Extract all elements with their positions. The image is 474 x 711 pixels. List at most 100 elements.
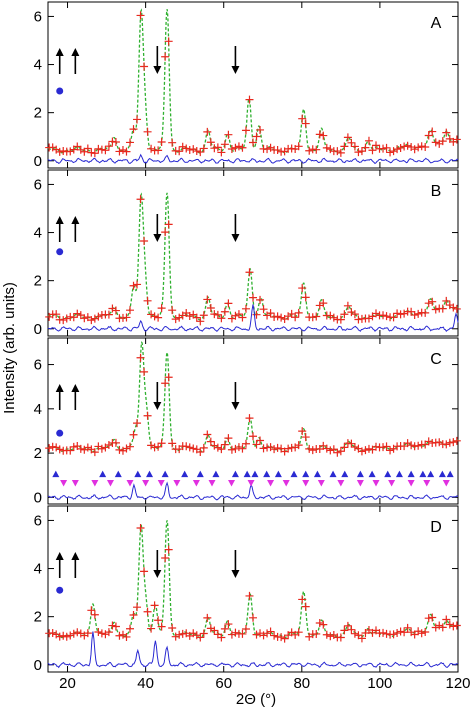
observed-point xyxy=(157,439,166,448)
observed-point xyxy=(312,145,321,154)
observed-point xyxy=(140,567,149,576)
observed-point xyxy=(256,295,265,304)
observed-point xyxy=(379,144,388,153)
y-tick-label: 2 xyxy=(34,609,42,626)
reflection-marker xyxy=(251,470,259,478)
observed-point xyxy=(168,439,177,448)
observed-point xyxy=(73,309,82,318)
observed-point xyxy=(147,144,156,153)
up-arrow-head xyxy=(71,48,80,56)
observed-point xyxy=(129,125,138,134)
observed-point xyxy=(83,629,92,638)
observed-point xyxy=(196,448,205,457)
y-tick-label: 4 xyxy=(34,561,42,578)
up-arrow-head xyxy=(55,216,64,224)
observed-point xyxy=(421,142,430,151)
observed-point xyxy=(210,310,219,319)
reflection-marker xyxy=(313,470,321,478)
observed-point xyxy=(69,313,78,322)
observed-point xyxy=(305,444,314,453)
observed-point xyxy=(104,310,113,319)
y-tick-label: 4 xyxy=(34,57,42,74)
reflection-marker xyxy=(341,470,349,478)
observed-point xyxy=(294,142,303,151)
observed-point xyxy=(115,445,124,454)
observed-point xyxy=(256,629,265,638)
observed-point xyxy=(140,62,149,71)
reflection-marker xyxy=(247,479,255,487)
observed-point xyxy=(171,632,180,641)
observed-point xyxy=(393,309,402,318)
observed-point xyxy=(154,616,163,625)
observed-point xyxy=(168,138,177,147)
observed-point xyxy=(45,444,54,453)
observed-point xyxy=(273,146,282,155)
observed-point xyxy=(185,145,194,154)
down-arrow-head xyxy=(153,570,162,578)
observed-point xyxy=(203,613,212,622)
panel-label: B xyxy=(431,183,442,200)
down-arrow-head xyxy=(231,570,240,578)
observed-point xyxy=(343,133,352,142)
observed-point xyxy=(182,442,191,451)
observed-point xyxy=(393,628,402,637)
observed-point xyxy=(435,438,444,447)
panel-c: 0 2 4 6 C xyxy=(34,337,461,506)
observed-point xyxy=(101,146,110,155)
observed-point xyxy=(252,310,261,319)
observed-point xyxy=(266,627,275,636)
observed-point xyxy=(238,313,247,322)
observed-point xyxy=(414,627,423,636)
observed-point xyxy=(452,135,461,144)
observed-point xyxy=(340,626,349,635)
observed-point xyxy=(414,309,423,318)
observed-point xyxy=(364,314,373,323)
reflection-marker xyxy=(388,479,396,487)
up-arrow-head xyxy=(55,552,64,560)
observed-point xyxy=(182,144,191,153)
observed-point xyxy=(129,611,138,620)
observed-point xyxy=(206,138,215,147)
reflection-marker xyxy=(192,479,200,487)
observed-point xyxy=(333,147,342,156)
reflection-marker xyxy=(60,479,68,487)
observed-point xyxy=(350,142,359,151)
observed-point xyxy=(319,620,328,629)
observed-point xyxy=(87,316,96,325)
observed-point xyxy=(340,142,349,151)
observed-point xyxy=(210,144,219,153)
up-arrow-head xyxy=(55,48,64,56)
observed-point xyxy=(294,441,303,450)
panels-layer: 0 2 4 6 A 0 2 4 6 B 0 2 4 6 C 0 2 4 6 D 20 40 60 80 100 120 xyxy=(34,1,471,692)
observed-point xyxy=(83,443,92,452)
observed-point xyxy=(361,143,370,152)
observed-point xyxy=(196,633,205,642)
observed-point xyxy=(294,628,303,637)
observed-point xyxy=(196,317,205,326)
observed-point xyxy=(224,434,233,443)
reflection-marker xyxy=(106,479,114,487)
observed-point xyxy=(407,143,416,152)
observed-point xyxy=(252,630,261,639)
reflection-marker xyxy=(302,470,310,478)
observed-point xyxy=(220,140,229,149)
observed-point xyxy=(59,316,68,325)
observed-point xyxy=(111,306,120,315)
observed-point xyxy=(126,138,134,147)
observed-point xyxy=(90,610,99,619)
reflection-marker xyxy=(114,470,122,478)
observed-point xyxy=(396,627,405,636)
observed-point xyxy=(157,138,166,147)
observed-point xyxy=(431,138,440,147)
observed-point xyxy=(133,280,142,289)
observed-point xyxy=(249,293,257,302)
observed-point xyxy=(66,631,75,640)
reflection-marker xyxy=(423,479,431,487)
observed-point xyxy=(154,313,163,322)
observed-point xyxy=(333,448,342,457)
reflection-marker xyxy=(442,479,450,487)
observed-point xyxy=(133,419,142,428)
observed-point xyxy=(350,443,359,452)
observed-point xyxy=(55,632,64,641)
observed-point xyxy=(111,137,120,146)
